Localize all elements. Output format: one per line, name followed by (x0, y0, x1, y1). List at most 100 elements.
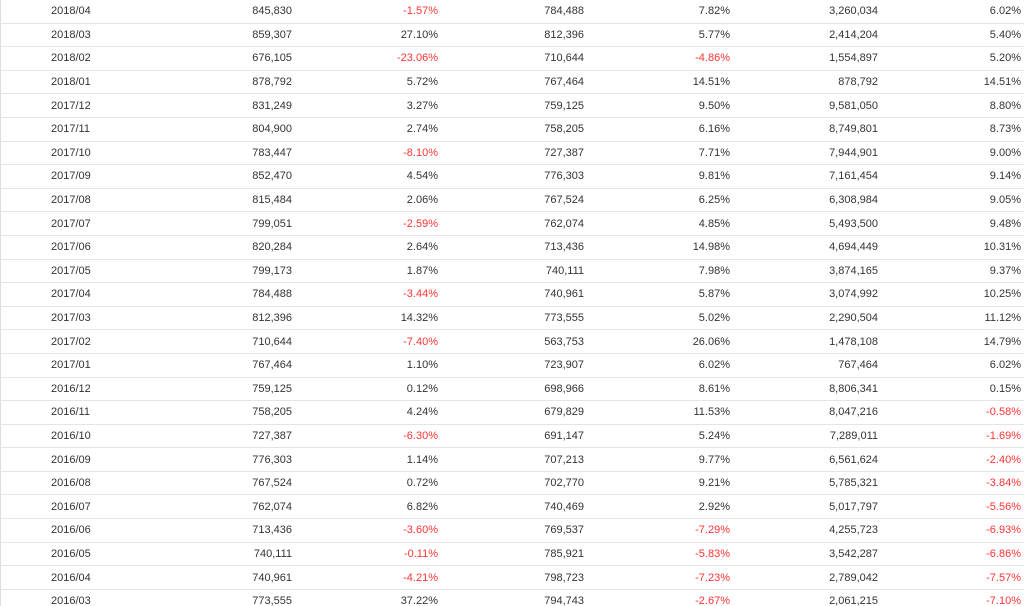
value-cell: 713,436 (438, 235, 584, 260)
value-cell: 799,051 (107, 211, 292, 236)
cumulative-percent-cell: 6.02% (878, 0, 1024, 24)
cumulative-percent-cell: 10.31% (878, 235, 1024, 260)
cumulative-value-cell: 7,289,011 (730, 424, 878, 449)
month-cell: 2018/03 (0, 23, 107, 48)
percent-cell: -6.30% (292, 424, 438, 449)
month-cell: 2016/07 (0, 494, 107, 520)
table-row: 2016/06 713,436 -3.60% 769,537 -7.29% 4,255,7… (0, 518, 1024, 543)
month-cell: 2018/02 (0, 46, 107, 71)
cumulative-percent-cell: 9.37% (878, 259, 1024, 284)
value-cell: 563,753 (438, 329, 584, 354)
month-cell: 2016/04 (0, 565, 107, 590)
value-cell: 710,644 (438, 46, 584, 71)
value-cell: 702,770 (438, 471, 584, 496)
month-cell: 2016/09 (0, 447, 107, 472)
cumulative-percent-cell: -3.84% (878, 471, 1024, 496)
cumulative-percent-cell: -0.58% (878, 400, 1024, 425)
value-cell: 767,524 (107, 471, 292, 496)
percent-cell: 5.72% (292, 70, 438, 95)
percent-cell: 27.10% (292, 23, 438, 48)
percent-cell: -3.60% (292, 518, 438, 543)
value-cell: 679,829 (438, 400, 584, 425)
table-row: 2017/06 820,284 2.64% 713,436 14.98% 4,694,44… (0, 235, 1024, 260)
percent-cell: 5.77% (584, 23, 730, 48)
value-cell: 691,147 (438, 424, 584, 449)
cumulative-value-cell: 2,414,204 (730, 23, 878, 48)
cumulative-value-cell: 3,542,287 (730, 542, 878, 567)
table-row: 2016/03 773,555 37.22% 794,743 -2.67% 2,061,2… (0, 589, 1024, 606)
percent-cell: 2.74% (292, 117, 438, 142)
value-cell: 776,303 (438, 164, 584, 189)
table-row: 2016/10 727,387 -6.30% 691,147 5.24% 7,289,01… (0, 424, 1024, 449)
percent-cell: 1.87% (292, 259, 438, 284)
value-cell: 815,484 (107, 188, 292, 213)
value-cell: 762,074 (438, 211, 584, 236)
percent-cell: 11.53% (584, 400, 730, 425)
percent-cell: 3.27% (292, 93, 438, 118)
value-cell: 812,396 (438, 23, 584, 48)
cumulative-value-cell: 2,290,504 (730, 306, 878, 331)
value-cell: 767,464 (438, 70, 584, 95)
percent-cell: 4.85% (584, 211, 730, 236)
value-cell: 799,173 (107, 259, 292, 284)
table-row: 2017/12 831,249 3.27% 759,125 9.50% 9,581,050… (0, 93, 1024, 118)
value-cell: 713,436 (107, 518, 292, 543)
value-cell: 859,307 (107, 23, 292, 48)
percent-cell: -4.21% (292, 565, 438, 590)
cumulative-value-cell: 5,017,797 (730, 494, 878, 520)
table-row: 2017/11 804,900 2.74% 758,205 6.16% 8,749,801… (0, 117, 1024, 142)
percent-cell: 1.10% (292, 353, 438, 378)
value-cell: 740,469 (438, 494, 584, 520)
value-cell: 767,524 (438, 188, 584, 213)
percent-cell: 9.50% (584, 93, 730, 118)
cumulative-percent-cell: 5.40% (878, 23, 1024, 48)
table-row: 2016/04 740,961 -4.21% 798,723 -7.23% 2,789,0… (0, 565, 1024, 590)
percent-cell: -5.83% (584, 542, 730, 567)
cumulative-value-cell: 1,554,897 (730, 46, 878, 71)
value-cell: 852,470 (107, 164, 292, 189)
percent-cell: 5.02% (584, 306, 730, 331)
percent-cell: -23.06% (292, 46, 438, 71)
percent-cell: 2.06% (292, 188, 438, 213)
value-cell: 878,792 (107, 70, 292, 95)
percent-cell: -1.57% (292, 0, 438, 24)
percent-cell: -4.86% (584, 46, 730, 71)
cumulative-percent-cell: 8.73% (878, 117, 1024, 142)
cumulative-percent-cell: -6.86% (878, 542, 1024, 567)
table-row: 2018/03 859,307 27.10% 812,396 5.77% 2,414,20… (0, 23, 1024, 48)
cumulative-percent-cell: 9.05% (878, 188, 1024, 213)
cumulative-value-cell: 9,581,050 (730, 93, 878, 118)
cumulative-percent-cell: -2.40% (878, 447, 1024, 472)
value-cell: 804,900 (107, 117, 292, 142)
month-cell: 2018/04 (0, 0, 107, 24)
percent-cell: 6.02% (584, 353, 730, 378)
month-cell: 2016/08 (0, 471, 107, 496)
cumulative-percent-cell: 5.20% (878, 46, 1024, 71)
table-row: 2016/08 767,524 0.72% 702,770 9.21% 5,785,321… (0, 471, 1024, 496)
month-cell: 2017/05 (0, 259, 107, 284)
cumulative-value-cell: 8,749,801 (730, 117, 878, 142)
table-row: 2016/07 762,074 6.82% 740,469 2.92% 5,017,797… (0, 494, 1024, 520)
value-cell: 784,488 (107, 282, 292, 307)
month-cell: 2017/09 (0, 164, 107, 189)
percent-cell: 4.54% (292, 164, 438, 189)
cumulative-percent-cell: 11.12% (878, 306, 1024, 331)
month-cell: 2016/06 (0, 518, 107, 543)
cumulative-percent-cell: -7.57% (878, 565, 1024, 590)
month-cell: 2017/03 (0, 306, 107, 331)
value-cell: 759,125 (438, 93, 584, 118)
table-row: 2017/10 783,447 -8.10% 727,387 7.71% 7,944,90… (0, 141, 1024, 166)
value-cell: 740,111 (107, 542, 292, 567)
cumulative-percent-cell: -6.93% (878, 518, 1024, 543)
percent-cell: 8.61% (584, 377, 730, 402)
percent-cell: 9.21% (584, 471, 730, 496)
value-cell: 740,961 (438, 282, 584, 307)
percent-cell: 14.98% (584, 235, 730, 260)
cumulative-value-cell: 7,944,901 (730, 141, 878, 166)
percent-cell: -8.10% (292, 141, 438, 166)
month-cell: 2016/05 (0, 542, 107, 567)
value-cell: 831,249 (107, 93, 292, 118)
